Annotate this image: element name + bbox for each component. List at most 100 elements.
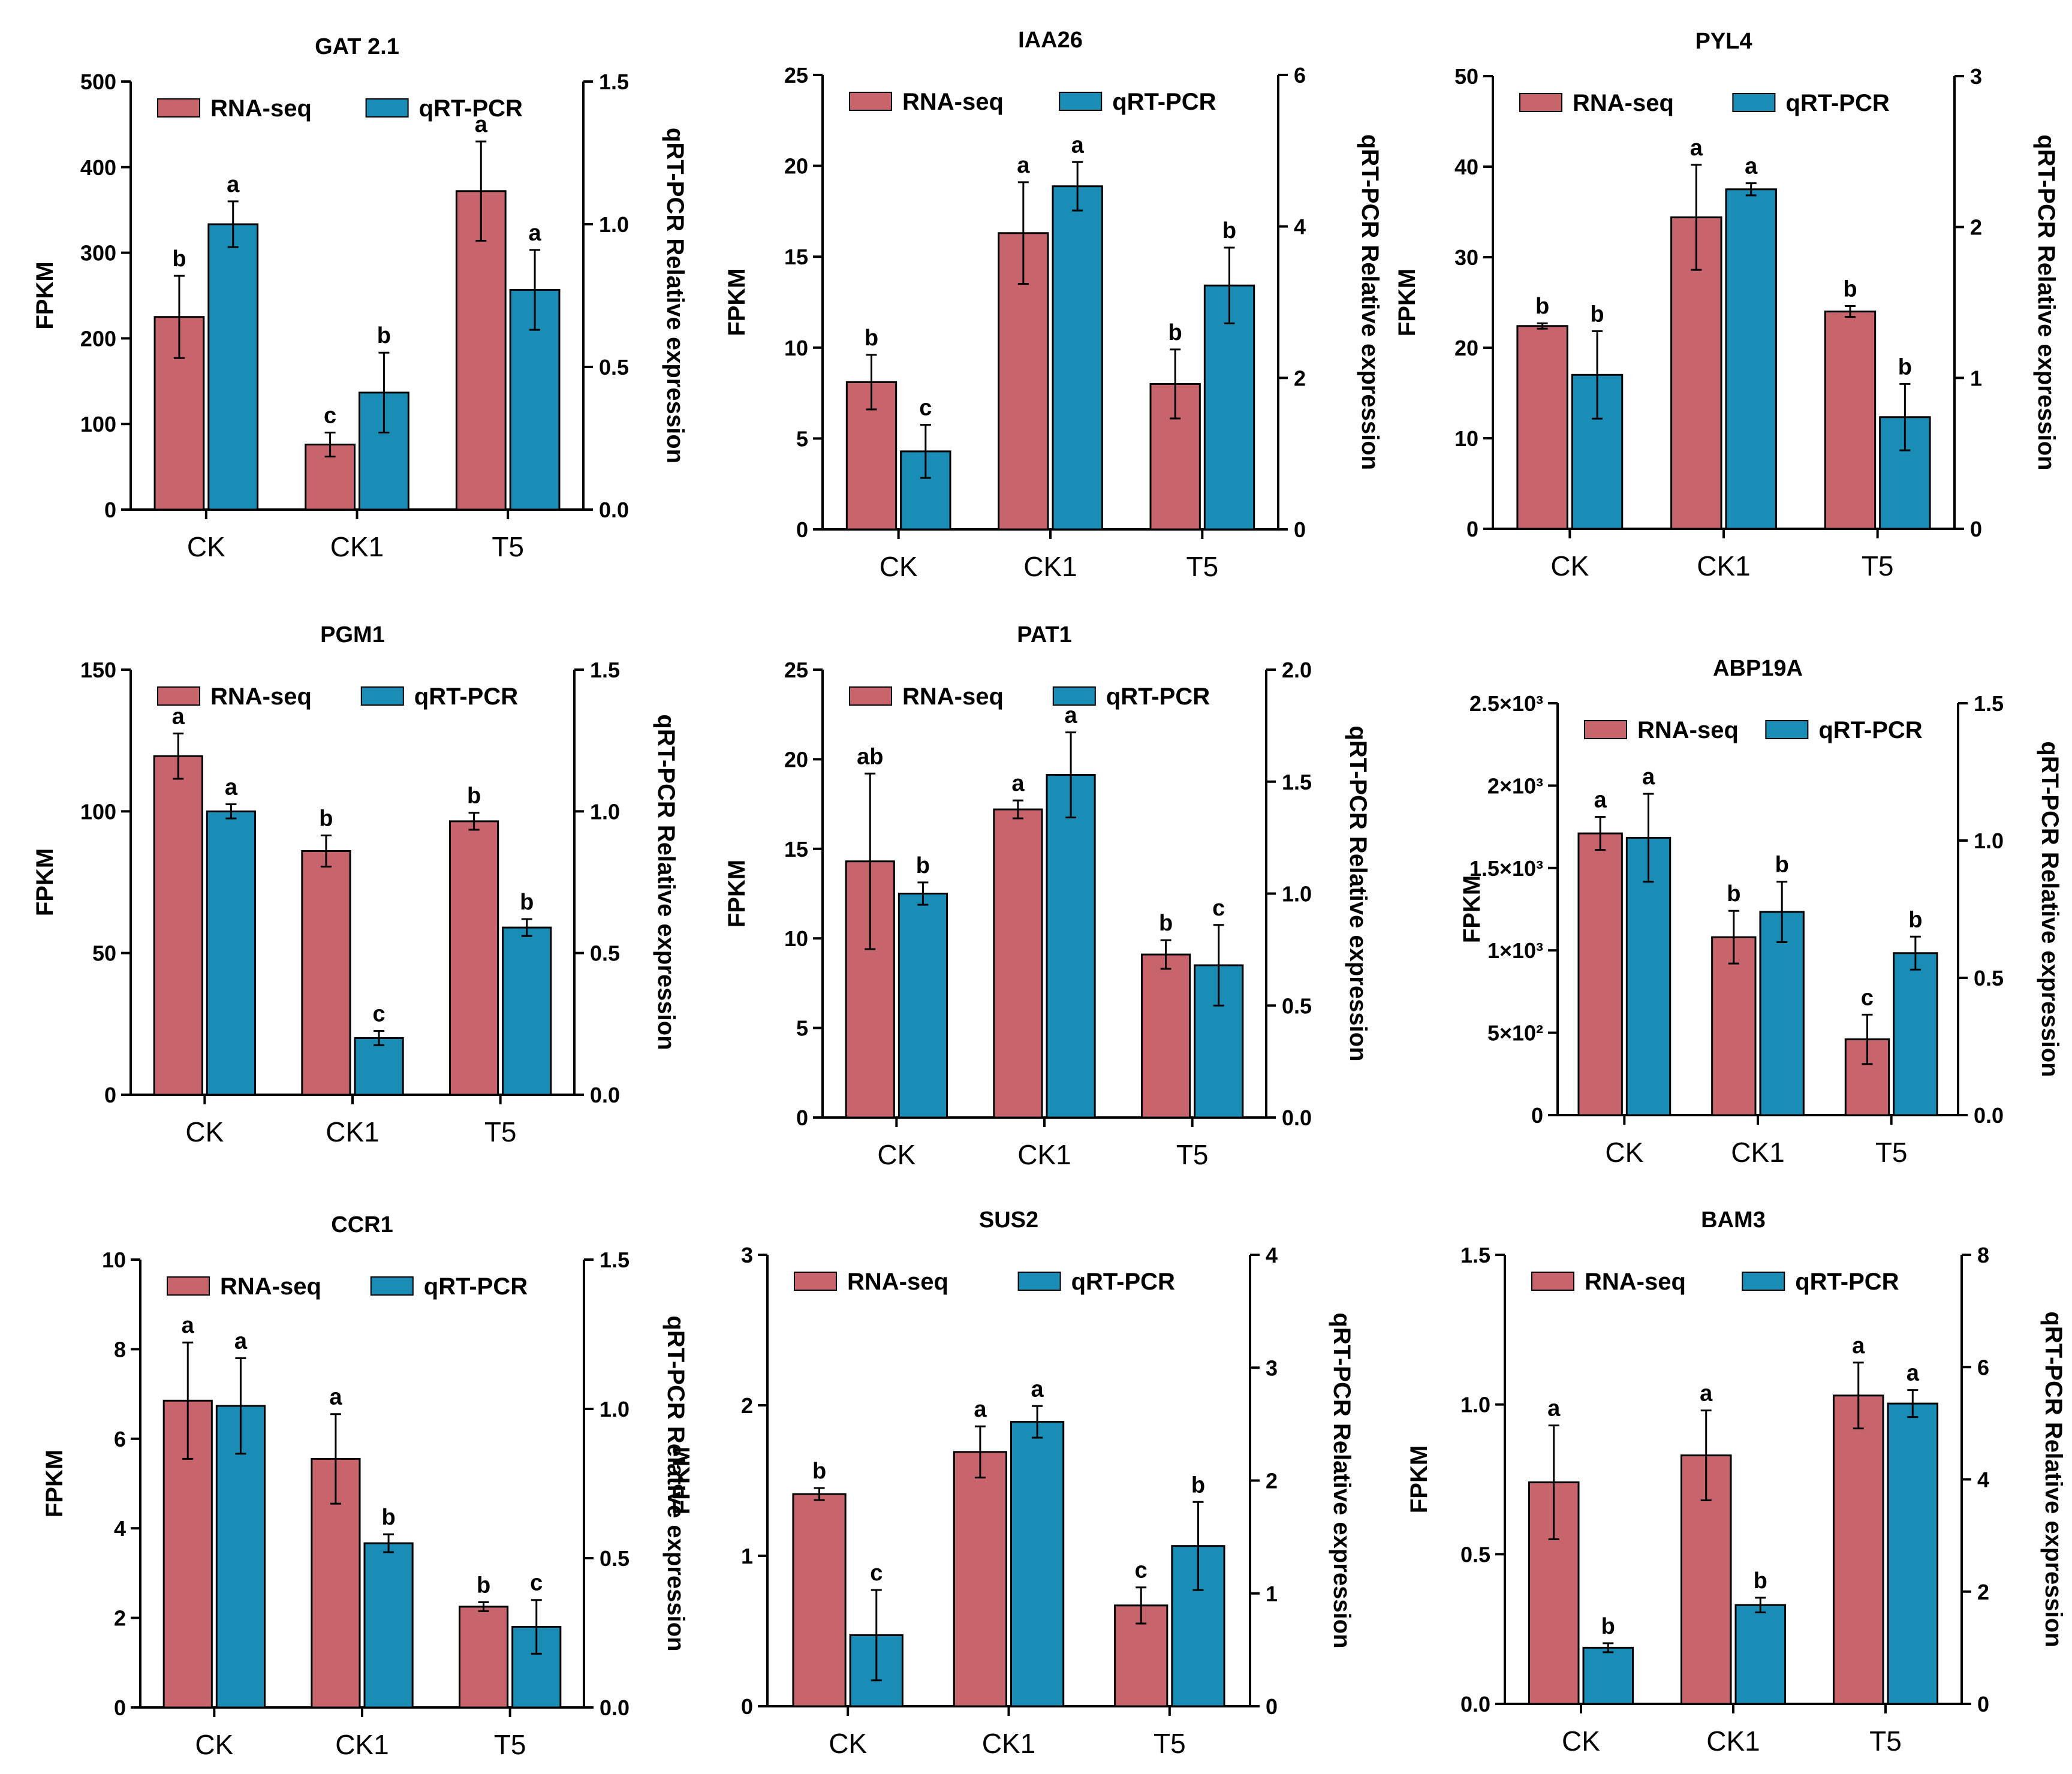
chart-panel-3: PYL4 0 10 20 30 40 50 0 1 2 3 FPKM qRT-PCR Relative … (1394, 29, 2059, 582)
legend-swatch (1584, 720, 1627, 739)
significance-label: a (172, 704, 185, 729)
right-tick-label: 1.0 (600, 1397, 630, 1421)
y-axis-title: FPKM (1406, 1445, 1432, 1513)
category-label: T5 (484, 1116, 517, 1147)
right-tick-label: 1.0 (599, 212, 629, 237)
y2-axis-title: qRT-PCR Relative expression (2040, 1311, 2067, 1647)
rnaseq-bar-t5 (1832, 1394, 1884, 1705)
y-axis-title: FPKM (32, 261, 58, 329)
chart-panel-2: IAA26 0 5 10 15 20 25 0 2 4 6 FPKM qRT-PCR Relative … (724, 28, 1383, 582)
significance-label: a (1031, 1377, 1044, 1402)
legend-swatch (849, 686, 892, 706)
category-label: CK1 (1023, 551, 1077, 582)
significance-label: b (1590, 302, 1604, 327)
significance-label: ab (857, 744, 883, 769)
chart-panel-4: PGM1 0 50 100 150 0.0 0.5 1.0 1.5 FPKM qRT-PCR Rel… (32, 622, 679, 1147)
left-tick-label: 100 (80, 412, 116, 436)
y-axis-title: FPKM (41, 1450, 68, 1517)
category-label: CK (187, 531, 225, 562)
significance-label: b (1908, 907, 1922, 932)
category-label: CK (185, 1116, 224, 1147)
left-tick-label: 150 (80, 658, 116, 682)
chart-panel-8: SUS2 0 1 2 3 0 1 2 3 4 FPKM qRT-PCR Relative expres… (668, 1207, 1355, 1759)
category-label: CK1 (1706, 1725, 1760, 1757)
left-tick-label: 10 (1454, 426, 1478, 451)
significance-label: a (1907, 1361, 1920, 1386)
legend-swatch (849, 92, 892, 111)
category-label: T5 (492, 531, 524, 562)
left-tick-label: 100 (80, 799, 116, 824)
significance-label: a (225, 775, 238, 800)
left-tick-label: 8 (114, 1337, 126, 1362)
right-tick-label: 0.0 (599, 498, 629, 522)
left-tick-label: 3 (741, 1243, 753, 1267)
chart-title: GAT 2.1 (315, 34, 399, 59)
left-tick-label: 2 (741, 1393, 753, 1418)
right-tick-label: 1.5 (1282, 770, 1312, 794)
chart-title: PYL4 (1695, 29, 1752, 54)
significance-label: b (1168, 320, 1182, 345)
significance-label: b (381, 1505, 395, 1530)
left-tick-label: 2×10³ (1487, 773, 1543, 798)
significance-label: b (812, 1459, 826, 1484)
right-tick-label: 1.5 (599, 70, 629, 94)
y2-axis-title: qRT-PCR Relative expression (2037, 741, 2063, 1077)
chart-title: CCR1 (331, 1212, 393, 1237)
left-tick-label: 400 (80, 155, 116, 180)
left-tick-label: 6 (114, 1427, 126, 1451)
left-tick-label: 1.5 (1460, 1243, 1490, 1267)
left-tick-label: 0 (1466, 517, 1478, 541)
chart-title: SUS2 (979, 1207, 1038, 1233)
category-label: CK1 (330, 531, 384, 562)
left-tick-label: 25 (784, 658, 808, 682)
right-tick-label: 4 (1266, 1243, 1278, 1267)
right-tick-label: 0.0 (1974, 1103, 2004, 1128)
significance-label: b (916, 853, 930, 878)
qrtpcr-bar-t5 (1887, 1402, 1939, 1705)
right-tick-label: 0 (1977, 1692, 1989, 1716)
rnaseq-bar-ck1 (1711, 936, 1757, 1116)
rnaseq-bar-ck1 (953, 1451, 1007, 1707)
category-label: CK1 (1731, 1137, 1784, 1168)
qrtpcr-bar-ck1 (1759, 911, 1805, 1116)
significance-label: a (1690, 135, 1703, 161)
rnaseq-bar-ck1 (301, 850, 351, 1096)
left-tick-label: 1×10³ (1487, 938, 1543, 963)
qrtpcr-bar-ck1 (1046, 774, 1096, 1119)
significance-label: a (1745, 154, 1758, 179)
y2-axis-title: qRT-PCR Relative expression (662, 128, 688, 463)
rnaseq-bar-t5 (459, 1606, 509, 1709)
legend-label: qRT-PCR (1106, 683, 1210, 710)
significance-label: b (1535, 294, 1549, 319)
qrtpcr-bar-ck1 (363, 1542, 414, 1709)
significance-label: c (919, 396, 932, 421)
category-label: CK1 (1017, 1139, 1071, 1170)
left-tick-label: 0 (741, 1694, 753, 1719)
significance-label: b (520, 890, 534, 915)
qrtpcr-bar-ck (206, 810, 257, 1096)
legend-label: RNA-seq (902, 683, 1004, 710)
qrtpcr-bar-ck (207, 223, 259, 511)
right-tick-label: 1 (1970, 366, 1982, 390)
chart-title: BAM3 (1701, 1207, 1766, 1233)
significance-label: c (324, 403, 336, 428)
significance-label: b (1898, 354, 1912, 380)
legend-label: qRT-PCR (1071, 1269, 1175, 1295)
left-tick-label: 1.0 (1460, 1393, 1490, 1417)
qrtpcr-bar-t5 (1893, 952, 1938, 1116)
chart-title: PGM1 (320, 622, 385, 647)
left-tick-label: 20 (1454, 336, 1478, 360)
right-tick-label: 1 (1266, 1582, 1278, 1606)
y2-axis-title: qRT-PCR Relative expression (1357, 134, 1383, 470)
qrtpcr-bar-t5 (502, 926, 552, 1096)
category-label: T5 (1176, 1139, 1209, 1170)
right-tick-label: 3 (1266, 1356, 1278, 1380)
left-tick-label: 50 (92, 941, 116, 966)
right-tick-label: 0.0 (1282, 1106, 1312, 1130)
significance-label: b (1775, 853, 1789, 878)
chart-title: IAA26 (1018, 28, 1083, 53)
right-tick-label: 4 (1294, 215, 1306, 239)
chart-panel-6: ABP19A 0 5×10² 1×10³ 1.5×10³ 2×10³ 2.5×10³ 0.0 0… (1459, 656, 2063, 1168)
legend-label: qRT-PCR (1795, 1269, 1899, 1295)
legend-label: RNA-seq (1637, 717, 1739, 743)
